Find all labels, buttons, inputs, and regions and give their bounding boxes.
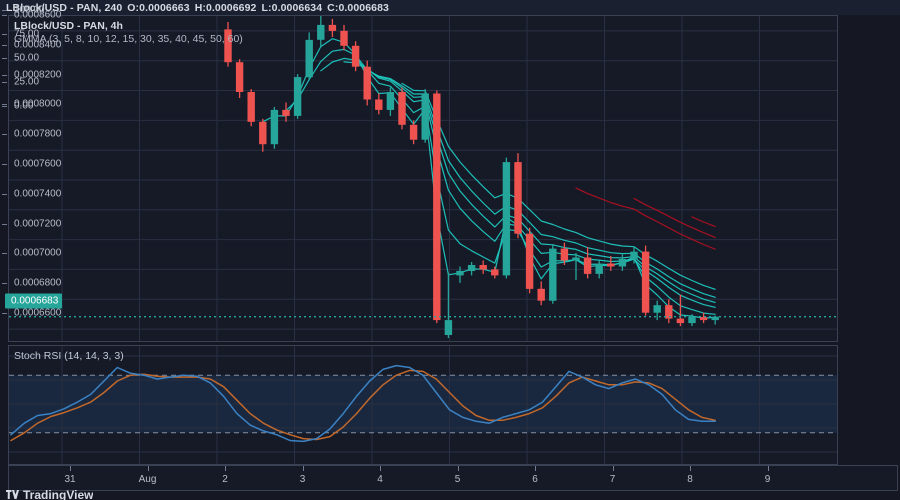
stoch-rsi-pane[interactable]: [8, 345, 838, 465]
time-axis-tick: [767, 466, 769, 471]
price-axis-label: 0.0008200: [14, 69, 62, 80]
time-axis-tick: [70, 466, 71, 471]
time-axis-label: 7: [609, 474, 616, 485]
stoch-axis-label: 75.00: [14, 28, 40, 40]
open-value: O:0.0006663: [127, 1, 190, 14]
time-axis-tick: [302, 466, 304, 471]
price-axis-label: 0.0007200: [14, 218, 62, 230]
time-axis-label: 2: [222, 474, 228, 485]
time-axis-label: 4: [377, 474, 383, 485]
ohlc-header: LBlock/USD - PAN, 240 O:0.0006663 H:0.00…: [0, 0, 900, 15]
time-axis-tick: [612, 466, 614, 471]
price-axis-tick: [2, 253, 7, 255]
low-value: L:0.0006634: [261, 1, 323, 14]
time-axis-label: 5: [454, 474, 461, 485]
price-axis-tick: [2, 283, 7, 285]
high-value: H:0.0006692: [194, 1, 257, 14]
time-axis-tick: [690, 466, 691, 471]
price-axis[interactable]: 0.0008600 0.0008400 0.0008200 0.0008000 0.00…: [0, 0, 63, 327]
price-axis-label: 0.0007000: [14, 247, 62, 259]
time-axis-tick: [225, 466, 226, 471]
stoch-axis-tick: [2, 106, 7, 107]
price-axis-label: 0.0007400: [14, 188, 62, 200]
time-axis[interactable]: 31Aug2345678910: [8, 465, 898, 491]
price-axis-label: 0.0008600: [14, 9, 62, 21]
stoch-axis-tick: [2, 58, 7, 59]
stoch-axis-tick: [2, 10, 7, 11]
price-axis-tick: [2, 104, 7, 106]
time-axis-tick: [147, 466, 149, 471]
time-axis-label: 8: [687, 474, 693, 485]
price-axis-tick: [2, 14, 7, 16]
stoch-axis-label: 50.00: [14, 52, 40, 64]
time-axis-label: Aug: [138, 474, 157, 485]
price-axis-tick: [2, 134, 7, 136]
time-axis-right-gutter: [838, 465, 898, 491]
stoch-axis-label: 100.00: [14, 4, 45, 16]
price-axis-label: 0.0008000: [14, 98, 62, 110]
symbol-label[interactable]: LBlock/USD - PAN, 240: [6, 1, 123, 14]
tradingview-wordmark: TradingView: [23, 489, 94, 500]
time-axis-tick: [535, 466, 536, 471]
stoch-rsi-canvas[interactable]: [9, 346, 837, 464]
stoch-axis[interactable]: 100.00 75.00 50.00 25.00 0.00: [0, 5, 60, 447]
stoch-axis-tick: [2, 82, 7, 83]
price-axis-tick: [2, 223, 7, 225]
price-axis-label: 0.0006800: [14, 277, 62, 289]
price-axis-tick: [2, 313, 7, 315]
price-axis-label: 0.0008400: [14, 39, 62, 51]
price-axis-label: 0.0007800: [14, 128, 62, 140]
time-axis-label: 9: [764, 474, 771, 485]
stoch-axis-tick: [2, 34, 7, 35]
price-axis-tick: [2, 164, 7, 165]
price-axis-tick: [2, 193, 7, 195]
price-chart-pane[interactable]: [8, 15, 838, 342]
stoch-axis-label: 0.00: [14, 100, 34, 112]
price-chart-canvas[interactable]: [9, 16, 837, 341]
time-axis-tick: [380, 466, 381, 471]
time-axis-tick: [457, 466, 459, 471]
current-price-badge[interactable]: 0.0006683: [5, 293, 63, 309]
stoch-axis-label: 25.00: [14, 76, 40, 88]
tradingview-logo-icon: [6, 490, 19, 499]
time-axis-label: 3: [299, 474, 306, 485]
time-axis-label: 31: [64, 474, 76, 485]
price-axis-label: 0.0006600: [14, 307, 62, 319]
price-axis-label: 0.0007600: [14, 158, 62, 170]
tradingview-watermark: TradingView: [6, 489, 93, 500]
price-axis-tick: [2, 44, 7, 46]
price-axis-tick: [2, 74, 7, 76]
close-value: C:0.0006683: [327, 1, 389, 14]
time-axis-label: 6: [532, 474, 538, 485]
